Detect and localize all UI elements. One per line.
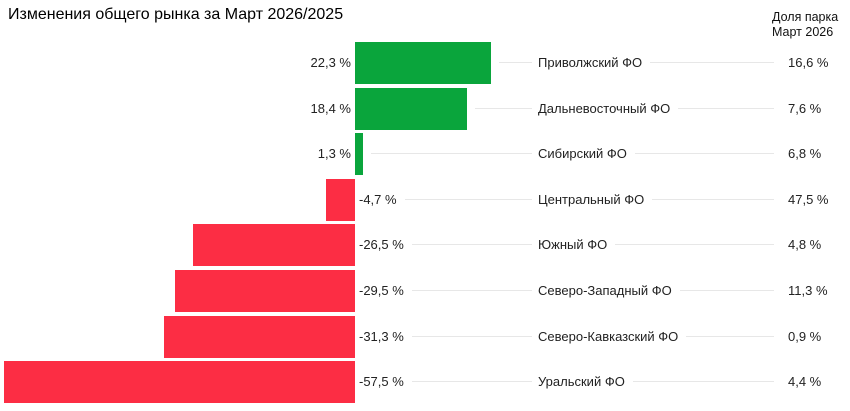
chart-row: -57,5 % Уральский ФО 4,4 % bbox=[0, 361, 850, 403]
region-label: Северо-Кавказский ФО bbox=[538, 329, 679, 344]
leader-line-bar-to-region bbox=[475, 108, 532, 109]
region-label: Дальневосточный ФО bbox=[538, 101, 671, 116]
leader-line-region-to-share bbox=[686, 336, 774, 337]
leader-line-region-to-share bbox=[615, 244, 774, 245]
chart-row: -4,7 % Центральный ФО 47,5 % bbox=[0, 179, 850, 221]
region-label: Центральный ФО bbox=[538, 192, 645, 207]
share-column-header-line2: Март 2026 bbox=[772, 25, 834, 39]
share-column-header-line1: Доля парка bbox=[772, 10, 839, 24]
region-label: Уральский ФО bbox=[538, 374, 625, 389]
change-value-label: -29,5 % bbox=[359, 283, 404, 298]
leader-line-bar-to-region bbox=[499, 62, 532, 63]
share-value: 7,6 % bbox=[788, 101, 822, 116]
chart-row: 18,4 % Дальневосточный ФО 7,6 % bbox=[0, 88, 850, 130]
negative-change-bar[interactable] bbox=[4, 361, 355, 403]
leader-line-region-to-share bbox=[635, 153, 774, 154]
positive-change-bar[interactable] bbox=[355, 42, 491, 84]
positive-change-bar[interactable] bbox=[355, 88, 467, 130]
share-value: 11,3 % bbox=[788, 283, 828, 298]
region-label: Приволжский ФО bbox=[538, 55, 643, 70]
share-value: 0,9 % bbox=[788, 329, 822, 344]
chart-title: Изменения общего рынка за Март 2026/2025 bbox=[8, 6, 344, 23]
share-value: 4,8 % bbox=[788, 237, 822, 252]
change-value-label: -31,3 % bbox=[359, 329, 404, 344]
share-value: 6,8 % bbox=[788, 146, 822, 161]
leader-line-bar-to-region bbox=[412, 336, 532, 337]
region-label: Южный ФО bbox=[538, 237, 608, 252]
change-value-label: 22,3 % bbox=[310, 55, 351, 70]
change-value-label: -57,5 % bbox=[359, 374, 404, 389]
positive-change-bar[interactable] bbox=[355, 133, 363, 175]
negative-change-bar[interactable] bbox=[193, 224, 355, 266]
region-label: Сибирский ФО bbox=[538, 146, 627, 161]
chart-row: 22,3 % Приволжский ФО 16,6 % bbox=[0, 42, 850, 84]
leader-line-bar-to-region bbox=[412, 244, 532, 245]
share-column-header: Доля парка Март 2026 bbox=[772, 10, 838, 40]
region-label: Северо-Западный ФО bbox=[538, 283, 672, 298]
leader-line-bar-to-region bbox=[405, 199, 532, 200]
chart-row: 1,3 % Сибирский ФО 6,8 % bbox=[0, 133, 850, 175]
leader-line-region-to-share bbox=[650, 62, 774, 63]
chart-row: -26,5 % Южный ФО 4,8 % bbox=[0, 224, 850, 266]
negative-change-bar[interactable] bbox=[164, 316, 355, 358]
leader-line-region-to-share bbox=[652, 199, 774, 200]
leader-line-region-to-share bbox=[678, 108, 774, 109]
leader-line-bar-to-region bbox=[412, 290, 532, 291]
change-value-label: -26,5 % bbox=[359, 237, 404, 252]
negative-change-bar[interactable] bbox=[326, 179, 355, 221]
leader-line-bar-to-region bbox=[371, 153, 532, 154]
change-value-label: -4,7 % bbox=[359, 192, 397, 207]
leader-line-bar-to-region bbox=[412, 381, 532, 382]
leader-line-region-to-share bbox=[680, 290, 774, 291]
negative-change-bar[interactable] bbox=[175, 270, 355, 312]
chart-row: -29,5 % Северо-Западный ФО 11,3 % bbox=[0, 270, 850, 312]
change-value-label: 18,4 % bbox=[310, 101, 351, 116]
change-value-label: 1,3 % bbox=[317, 146, 351, 161]
share-value: 47,5 % bbox=[788, 192, 829, 207]
chart-row: -31,3 % Северо-Кавказский ФО 0,9 % bbox=[0, 316, 850, 358]
share-value: 16,6 % bbox=[788, 55, 829, 70]
share-value: 4,4 % bbox=[788, 374, 822, 389]
leader-line-region-to-share bbox=[633, 381, 774, 382]
